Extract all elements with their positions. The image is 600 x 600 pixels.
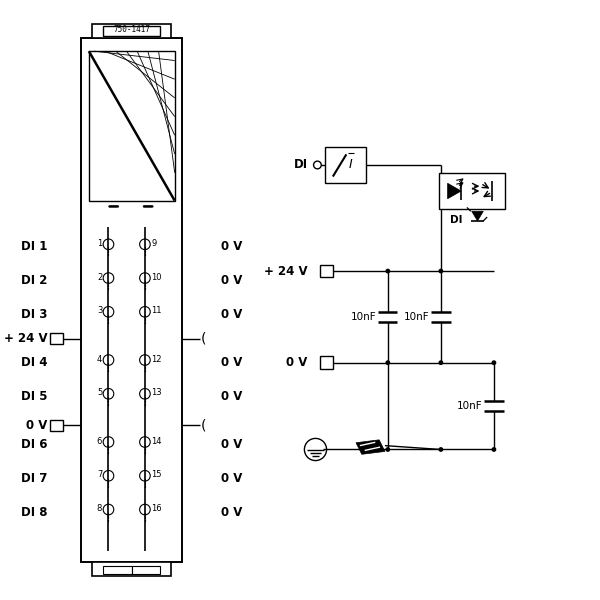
Text: 0 V: 0 V: [221, 472, 242, 485]
Text: 0 V: 0 V: [26, 419, 47, 432]
Text: DI 3: DI 3: [21, 308, 47, 321]
Bar: [89, 51, 175, 200]
Circle shape: [112, 206, 114, 207]
Text: 1: 1: [97, 239, 102, 248]
Text: 16: 16: [151, 504, 162, 513]
Circle shape: [112, 206, 113, 207]
Text: 10: 10: [151, 272, 161, 281]
Circle shape: [110, 206, 111, 207]
Text: 2: 2: [97, 272, 102, 281]
Text: 3: 3: [97, 307, 102, 316]
Bar: [92, 24, 171, 38]
Circle shape: [148, 206, 149, 207]
Circle shape: [149, 206, 151, 207]
Text: 15: 15: [151, 470, 161, 479]
Polygon shape: [356, 440, 385, 454]
Text: 0 V: 0 V: [221, 274, 242, 287]
Circle shape: [115, 206, 116, 207]
Text: 0 V: 0 V: [221, 390, 242, 403]
Text: 0 V: 0 V: [221, 506, 242, 518]
Text: DI 7: DI 7: [21, 472, 47, 485]
Bar: [439, 173, 505, 209]
Text: 10nF: 10nF: [350, 312, 376, 322]
Text: DI: DI: [450, 215, 463, 225]
Text: 9: 9: [151, 239, 157, 248]
Text: 6: 6: [97, 437, 102, 446]
Circle shape: [385, 269, 390, 274]
Text: 4: 4: [97, 355, 102, 364]
Text: DI 4: DI 4: [21, 356, 47, 369]
Circle shape: [439, 447, 443, 452]
Bar: [103, 566, 132, 574]
Text: 7: 7: [97, 470, 102, 479]
Bar: [320, 356, 333, 369]
Bar: [50, 420, 63, 431]
Text: DI 6: DI 6: [21, 438, 47, 451]
Circle shape: [385, 447, 390, 452]
Circle shape: [144, 206, 146, 207]
Text: 14: 14: [151, 437, 161, 446]
Text: 0 V: 0 V: [221, 438, 242, 451]
Circle shape: [145, 206, 146, 207]
Text: 0 V: 0 V: [221, 356, 242, 369]
Text: DI 1: DI 1: [21, 241, 47, 253]
Circle shape: [151, 206, 152, 207]
Circle shape: [491, 447, 496, 452]
Circle shape: [385, 360, 390, 365]
Text: I: I: [349, 158, 352, 170]
Circle shape: [439, 360, 443, 365]
Bar: [50, 333, 63, 344]
Circle shape: [152, 206, 153, 207]
Bar: [132, 566, 160, 574]
Polygon shape: [472, 211, 484, 221]
Text: 0 V: 0 V: [221, 308, 242, 321]
Text: 8: 8: [97, 504, 102, 513]
Circle shape: [150, 206, 151, 207]
Text: DI: DI: [293, 158, 308, 172]
Text: 750-1417: 750-1417: [113, 25, 150, 34]
Circle shape: [146, 206, 148, 207]
Text: DI 2: DI 2: [21, 274, 47, 287]
Circle shape: [116, 206, 118, 207]
Text: 10nF: 10nF: [457, 401, 482, 411]
Bar: [92, 562, 171, 576]
Bar: [320, 265, 333, 277]
Circle shape: [147, 206, 148, 207]
Bar: [81, 38, 182, 562]
Circle shape: [115, 206, 117, 207]
Text: + 24 V: + 24 V: [4, 332, 47, 345]
Text: 11: 11: [151, 307, 161, 316]
Text: DI 8: DI 8: [21, 506, 47, 518]
Text: 13: 13: [151, 388, 162, 397]
Circle shape: [110, 206, 112, 207]
Polygon shape: [448, 184, 461, 199]
Circle shape: [117, 206, 119, 207]
Circle shape: [109, 206, 110, 207]
Text: 5: 5: [97, 388, 102, 397]
Circle shape: [143, 206, 145, 207]
Circle shape: [113, 206, 115, 207]
Circle shape: [491, 360, 496, 365]
Bar: [103, 26, 160, 36]
Circle shape: [439, 269, 443, 274]
Text: 10nF: 10nF: [404, 312, 429, 322]
Bar: [325, 146, 365, 184]
Text: (: (: [201, 418, 206, 433]
Text: + 24 V: + 24 V: [264, 265, 308, 278]
Text: 0 V: 0 V: [286, 356, 308, 369]
Text: 12: 12: [151, 355, 161, 364]
Text: 0 V: 0 V: [221, 241, 242, 253]
Text: DI 5: DI 5: [21, 390, 47, 403]
Text: (: (: [201, 332, 206, 346]
